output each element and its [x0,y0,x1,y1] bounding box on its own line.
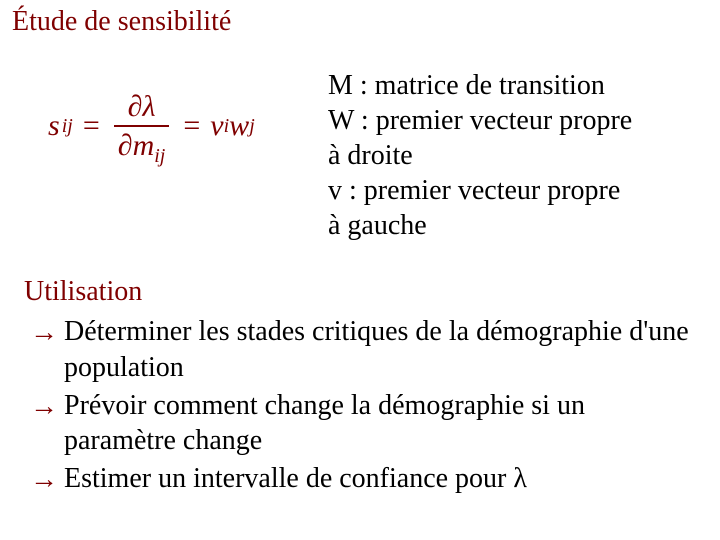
def-line-2: W : premier vecteur propre [328,103,632,138]
bullet-text-3-lambda: λ [513,463,527,494]
formula-partial-bot: ∂ [118,129,133,162]
formula-equals-1: = [83,111,100,141]
bullet-text-1: Déterminer les stades critiques de la dé… [64,314,690,386]
formula-fraction: ∂λ ∂mij [114,90,170,162]
definitions-block: M : matrice de transition W : premier ve… [328,68,632,243]
formula-fraction-bar [114,125,170,127]
bullet-item-3: → Estimer un intervalle de confiance pou… [30,461,690,497]
bullet-text-3: Estimer un intervalle de confiance pour … [64,461,690,497]
formula-v: v [210,111,223,141]
section-title-utilisation: Utilisation [24,276,142,308]
bullet-item-2: → Prévoir comment change la démographie … [30,388,690,460]
bullet-item-1: → Déterminer les stades critiques de la … [30,314,690,386]
def-line-3: à droite [328,138,632,173]
arrow-icon: → [30,314,64,386]
bullet-text-3-prefix: Estimer un intervalle de confiance pour [64,463,513,494]
formula-equals-2: = [183,111,200,141]
arrow-icon: → [30,388,64,460]
bullet-text-2: Prévoir comment change la démographie si… [64,388,690,460]
formula-s: s [48,111,60,141]
section-title-sensibilite: Étude de sensibilité [12,6,231,38]
def-line-4: v : premier vecteur propre [328,173,632,208]
formula-m: m [133,129,155,162]
formula-m-sub-ij: ij [154,145,165,167]
def-line-5: à gauche [328,208,632,243]
formula-lambda: λ [142,90,155,123]
bullet-list: → Déterminer les stades critiques de la … [30,314,690,499]
def-line-1: M : matrice de transition [328,68,632,103]
formula-partial-top: ∂ [128,90,143,123]
sensitivity-formula: sij = ∂λ ∂mij = viwj [48,90,255,162]
formula-w: w [229,111,249,141]
slide: Étude de sensibilité sij = ∂λ ∂mij = viw… [0,0,720,540]
arrow-icon: → [30,461,64,497]
